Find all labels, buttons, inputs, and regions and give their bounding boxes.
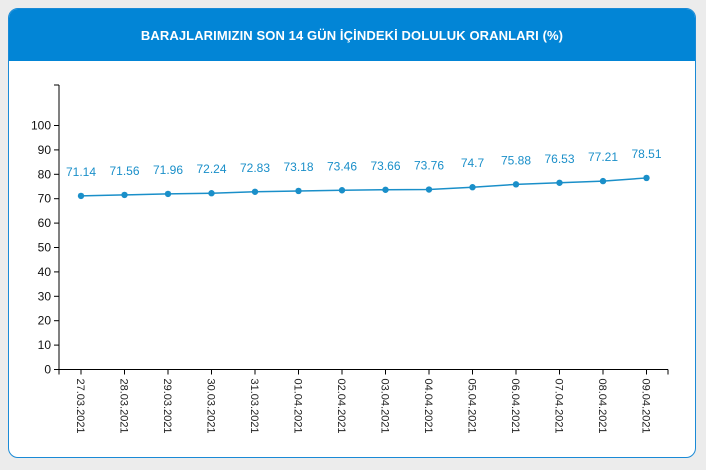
y-tick-label: 90 [38, 143, 52, 157]
x-tick-label: 03.04.2021 [379, 379, 391, 434]
data-point[interactable] [121, 191, 128, 199]
data-point[interactable] [556, 179, 563, 186]
data-point[interactable] [77, 192, 85, 200]
data-value-label: 71.96 [153, 163, 183, 177]
data-point[interactable] [425, 186, 433, 193]
data-point[interactable] [469, 184, 476, 191]
data-point[interactable] [599, 177, 607, 185]
y-tick-label: 60 [38, 216, 52, 230]
data-point[interactable] [643, 174, 650, 182]
x-tick-label: 01.04.2021 [292, 379, 304, 434]
data-value-label: 77.21 [588, 150, 618, 164]
x-tick-label: 09.04.2021 [640, 379, 652, 434]
y-tick-label: 0 [44, 363, 51, 377]
y-tick-label: 30 [38, 289, 52, 303]
chart-card: BARAJLARIMIZIN SON 14 GÜN İÇİNDEKİ DOLUL… [8, 8, 696, 458]
data-value-label: 74.7 [461, 156, 485, 170]
data-value-label: 72.83 [240, 161, 270, 175]
y-tick-label: 40 [38, 265, 52, 279]
data-value-label: 78.51 [631, 147, 661, 161]
x-tick-label: 05.04.2021 [466, 379, 478, 434]
data-value-label: 73.66 [370, 159, 400, 173]
data-point[interactable] [164, 190, 172, 198]
data-value-label: 75.88 [501, 153, 531, 167]
y-tick-label: 50 [38, 241, 52, 255]
x-tick-label: 04.04.2021 [422, 379, 434, 434]
data-point[interactable] [251, 188, 259, 195]
y-tick-label: 80 [38, 167, 52, 181]
chart-series: 71.14 71.56 71.96 72.24 72.83 73.18 73.46 73.66… [66, 147, 662, 200]
x-tick-label: 07.04.2021 [553, 379, 565, 434]
chart-axes: 0 10 20 30 40 50 60 70 80 90 100 27.03.2021 28.03.20… [31, 84, 669, 434]
x-tick-label: 29.03.2021 [161, 379, 173, 434]
data-point[interactable] [295, 187, 302, 195]
x-tick-label: 28.03.2021 [118, 379, 130, 434]
x-tick-label: 02.04.2021 [335, 379, 347, 434]
data-value-label: 73.76 [414, 159, 444, 173]
data-point[interactable] [512, 181, 520, 188]
y-tick-label: 20 [38, 314, 52, 328]
series-line [80, 177, 647, 197]
x-tick-label: 06.04.2021 [509, 379, 521, 434]
y-tick-label: 70 [38, 192, 52, 206]
chart-title: BARAJLARIMIZIN SON 14 GÜN İÇİNDEKİ DOLUL… [140, 27, 564, 43]
x-tick-label: 30.03.2021 [205, 379, 217, 434]
data-value-label: 73.46 [327, 159, 357, 173]
y-tick-label: 100 [31, 119, 51, 133]
data-value-label: 72.24 [196, 162, 226, 176]
x-tick-label: 27.03.2021 [74, 379, 86, 434]
x-tick-label: 08.04.2021 [596, 379, 608, 434]
data-point[interactable] [338, 187, 346, 194]
data-value-label: 71.14 [66, 165, 96, 179]
data-value-label: 73.18 [283, 160, 313, 174]
x-tick-label: 31.03.2021 [248, 379, 260, 434]
data-value-label: 71.56 [109, 164, 139, 178]
data-point[interactable] [382, 186, 389, 193]
chart-header: BARAJLARIMIZIN SON 14 GÜN İÇİNDEKİ DOLUL… [9, 9, 695, 61]
y-tick-label: 10 [38, 338, 52, 352]
data-value-label: 76.53 [544, 152, 574, 166]
data-point[interactable] [208, 190, 215, 197]
